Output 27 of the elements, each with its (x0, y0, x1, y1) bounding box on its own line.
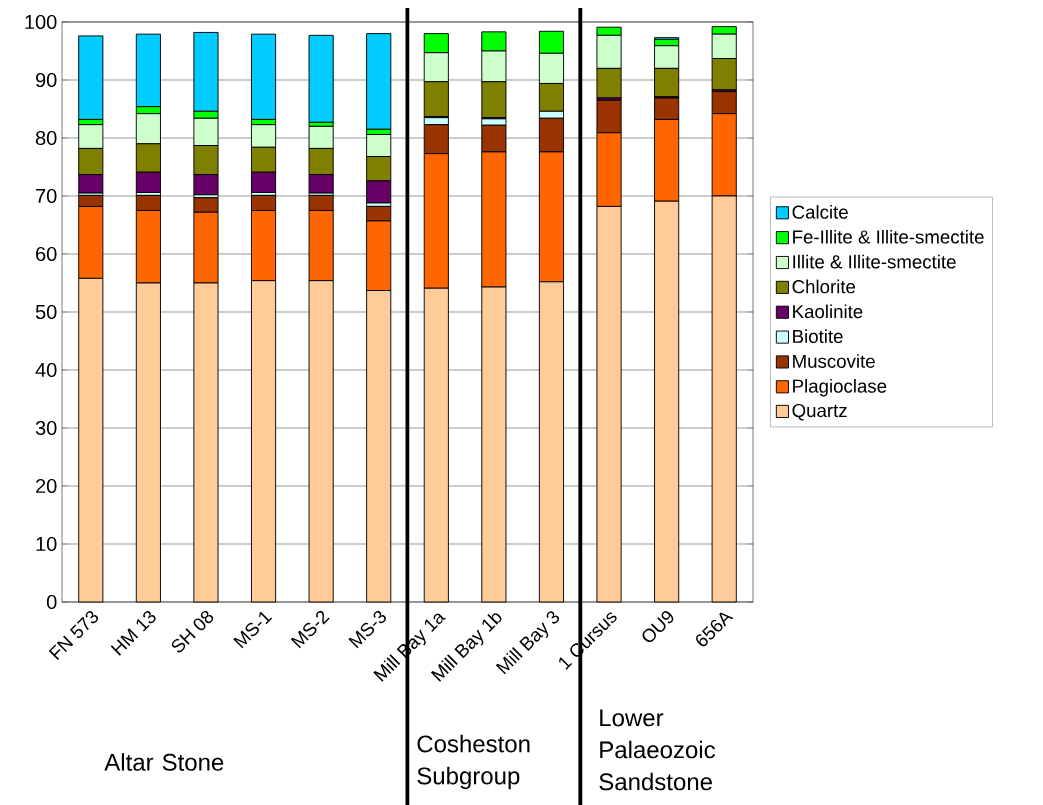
x-tick-label: FN 573 (48, 610, 99, 661)
x-tick-label: OU9 (642, 611, 674, 643)
text: Lower Palaeozoic Sandstone (599, 709, 716, 791)
y-tick-label: 40 (35, 362, 57, 378)
legend-label: Plagioclase (793, 379, 887, 397)
text: Altar Stone (104, 753, 224, 771)
legend-label: Fe-Illite & Illite-smectite (793, 229, 984, 244)
legend-label: Chlorite (792, 279, 856, 294)
y-tick-label: 10 (36, 536, 57, 552)
x-tick-label: HM 13 (110, 610, 156, 656)
y-tick-label: 70 (36, 188, 57, 204)
y-tick-label: 90 (35, 72, 57, 88)
y-tick-label: 50 (35, 304, 57, 320)
y-tick-label: 30 (35, 420, 57, 436)
legend-label: Quartz (792, 403, 847, 421)
legend-label: Muscovite (793, 354, 875, 368)
y-tick-label: 0 (46, 594, 57, 610)
y-tick-label: 80 (35, 130, 57, 146)
y-tick-label: 60 (36, 246, 57, 262)
legend-label: Calcite (792, 205, 848, 219)
legend-label: Kaolinite (793, 304, 863, 319)
y-tick-label: 20 (36, 478, 57, 494)
legend-label: Illite & Illite-smectite (793, 254, 956, 269)
x-tick-label: SH 08 (171, 610, 214, 653)
legend-label: Biotite (793, 329, 843, 344)
y-tick-label: 100 (25, 14, 57, 30)
text: Cosheston Subgroup (417, 734, 530, 790)
